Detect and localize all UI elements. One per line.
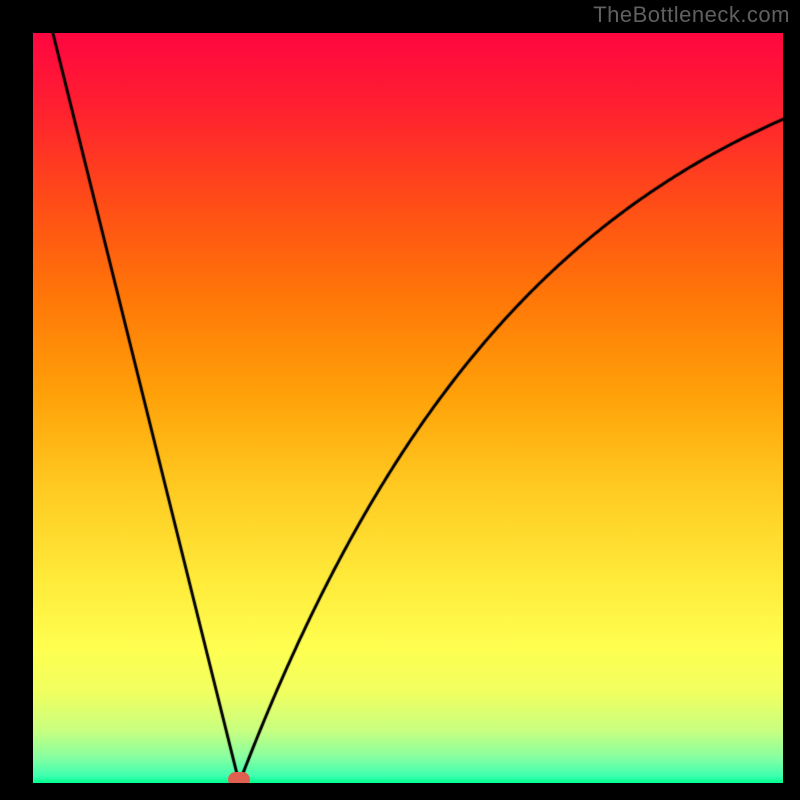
chart-container: TheBottleneck.com (0, 0, 800, 800)
plot-area (33, 33, 783, 783)
minimum-marker (228, 772, 250, 784)
watermark-text: TheBottleneck.com (593, 2, 790, 28)
bottleneck-curve (33, 33, 783, 783)
